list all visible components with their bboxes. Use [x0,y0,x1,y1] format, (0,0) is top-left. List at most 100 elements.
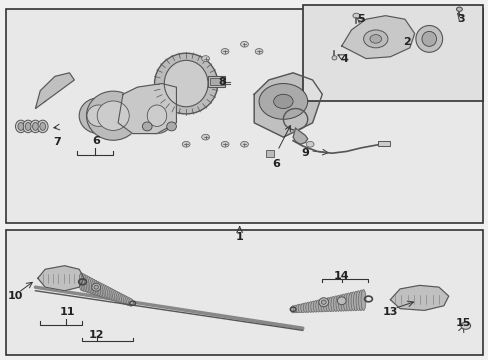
Circle shape [369,35,381,43]
Polygon shape [341,16,414,59]
Circle shape [201,56,209,62]
Text: 12: 12 [88,330,104,341]
Ellipse shape [355,291,360,311]
Ellipse shape [328,297,333,312]
Ellipse shape [88,278,93,293]
Ellipse shape [313,301,318,312]
Ellipse shape [91,279,96,294]
Text: 2: 2 [403,37,410,48]
Bar [207,76,224,87]
Ellipse shape [90,278,94,294]
Circle shape [456,7,461,12]
Text: 6: 6 [92,136,100,146]
Ellipse shape [86,91,140,140]
Ellipse shape [330,297,335,311]
Ellipse shape [32,122,38,130]
Ellipse shape [40,122,45,130]
Ellipse shape [99,283,103,297]
Ellipse shape [320,299,325,312]
Ellipse shape [128,299,133,306]
Ellipse shape [421,31,436,46]
Ellipse shape [118,293,122,303]
Ellipse shape [323,298,327,312]
Ellipse shape [154,53,217,114]
Ellipse shape [95,281,100,296]
Text: 13: 13 [382,307,397,317]
Ellipse shape [335,295,340,311]
Ellipse shape [310,301,315,312]
Ellipse shape [415,26,442,52]
Bar [302,5,482,102]
Ellipse shape [102,285,107,298]
Text: 10: 10 [7,291,22,301]
Text: 8: 8 [218,77,226,87]
Circle shape [273,94,292,109]
Ellipse shape [315,300,320,312]
Ellipse shape [331,56,336,60]
Polygon shape [118,84,176,134]
Ellipse shape [111,289,116,301]
Ellipse shape [343,294,347,311]
Bar [210,78,222,85]
Polygon shape [254,73,322,137]
Ellipse shape [358,290,363,311]
Text: 5: 5 [357,14,364,24]
Ellipse shape [147,105,166,126]
Ellipse shape [87,105,110,126]
Ellipse shape [303,303,307,312]
Ellipse shape [25,122,31,130]
Circle shape [240,41,248,47]
Circle shape [201,134,209,140]
Circle shape [221,49,228,54]
Ellipse shape [337,297,346,305]
Text: 15: 15 [455,318,470,328]
Text: 11: 11 [59,307,75,317]
Ellipse shape [353,291,358,311]
Ellipse shape [140,98,174,134]
Ellipse shape [86,276,91,293]
Bar [377,141,389,146]
Ellipse shape [103,286,108,298]
Ellipse shape [166,122,176,131]
Ellipse shape [30,120,41,133]
Ellipse shape [94,285,98,289]
Ellipse shape [340,294,345,311]
Ellipse shape [16,120,26,133]
Ellipse shape [37,120,48,133]
Text: 4: 4 [340,54,347,64]
Ellipse shape [325,298,330,312]
Ellipse shape [298,304,303,312]
Ellipse shape [18,122,24,130]
Ellipse shape [121,295,126,304]
Circle shape [305,141,313,147]
Circle shape [363,30,387,48]
Ellipse shape [318,298,328,307]
Ellipse shape [79,273,84,291]
Ellipse shape [107,288,112,300]
Ellipse shape [307,302,312,312]
Ellipse shape [126,298,131,306]
Circle shape [221,141,228,147]
Ellipse shape [123,296,128,305]
Ellipse shape [348,292,353,311]
Ellipse shape [100,284,105,297]
Polygon shape [38,266,84,291]
Ellipse shape [300,303,305,312]
Ellipse shape [350,292,355,311]
Text: 9: 9 [301,148,308,158]
Ellipse shape [93,280,98,295]
Ellipse shape [116,292,121,302]
Circle shape [460,322,469,329]
Ellipse shape [142,122,152,131]
Ellipse shape [360,289,365,310]
Ellipse shape [84,276,89,292]
Ellipse shape [105,287,110,299]
Ellipse shape [97,101,129,130]
Ellipse shape [23,120,33,133]
Ellipse shape [338,295,343,311]
Ellipse shape [82,275,87,292]
Ellipse shape [120,294,124,303]
Ellipse shape [295,305,300,313]
Ellipse shape [333,296,338,311]
Circle shape [255,49,263,54]
